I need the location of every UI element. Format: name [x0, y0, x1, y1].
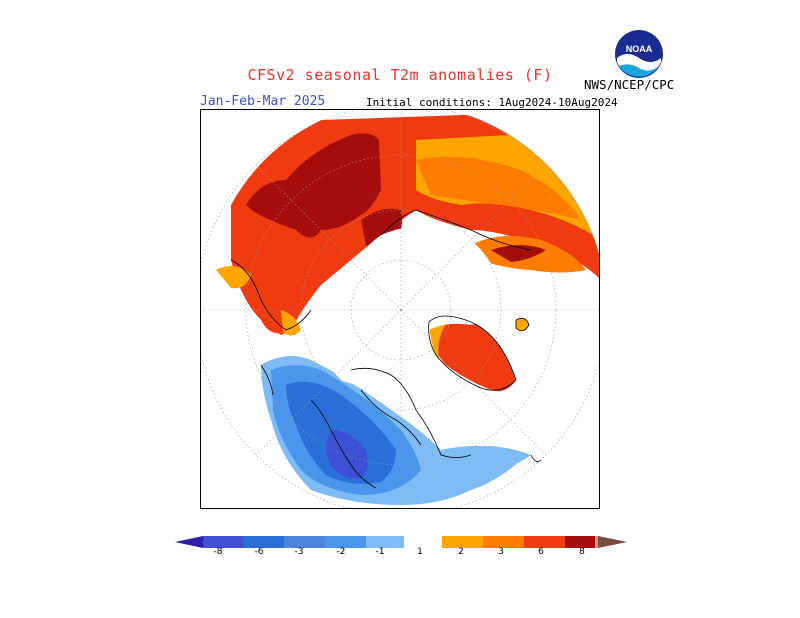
colorbar-bin-white: [404, 536, 442, 548]
colorbar-arrow-right: [598, 536, 627, 548]
colorbar-bin-minus6: [243, 536, 284, 548]
colorbar-bin-2: [483, 536, 524, 548]
colorbar-bin-8: [595, 536, 598, 548]
anomaly-map: [200, 109, 600, 509]
alaska-dark-red: [491, 245, 546, 262]
canada-blue-6: [326, 430, 368, 479]
iberia-orange: [281, 310, 301, 336]
coastlines: [230, 209, 542, 489]
siberia-dark-red: [246, 133, 381, 238]
colorbar-label: 2: [458, 547, 464, 557]
initial-conditions: Initial conditions: 1Aug2024-10Aug2024: [366, 96, 618, 109]
colorbar-label: -2: [336, 547, 346, 557]
colorbar-label: -1: [375, 547, 385, 557]
agency-label: NWS/NCEP/CPC: [584, 77, 675, 92]
colorbar-label: -6: [254, 547, 264, 557]
iceland-orange: [516, 318, 529, 331]
colorbar-arrow-left: [175, 536, 203, 548]
greenland-orange-rim: [429, 318, 446, 360]
colorbar-label: -3: [294, 547, 304, 557]
colorbar-bin-minus2: [325, 536, 366, 548]
noaa-logo: NOAA: [614, 29, 664, 79]
forecast-period: Jan-Feb-Mar 2025: [200, 94, 326, 109]
logo-text: NOAA: [626, 44, 653, 54]
map-canvas: [201, 110, 599, 508]
colorbar-label: 1: [417, 547, 423, 557]
colorbar: [175, 536, 627, 548]
colorbar-bin-1: [442, 536, 483, 548]
colorbar-bin-minus8: [203, 536, 243, 548]
europe-orange: [216, 266, 251, 289]
colorbar-bin-minus1: [366, 536, 404, 548]
greenland-red: [429, 316, 516, 392]
map-title: CFSv2 seasonal T2m anomalies (F): [247, 66, 553, 84]
colorbar-bin-minus3: [284, 536, 325, 548]
arctic-ocean: [321, 226, 501, 384]
colorbar-bin-6: [565, 536, 595, 548]
russia-orange-2: [416, 156, 581, 220]
colorbar-bin-3: [524, 536, 565, 548]
colorbar-label: -8: [213, 547, 223, 557]
colorbar-label: 3: [498, 547, 504, 557]
colorbar-label: 6: [538, 547, 544, 557]
graticule: [201, 110, 599, 508]
colorbar-label: 8: [579, 547, 585, 557]
eastern-canada-light-blue: [456, 446, 531, 472]
